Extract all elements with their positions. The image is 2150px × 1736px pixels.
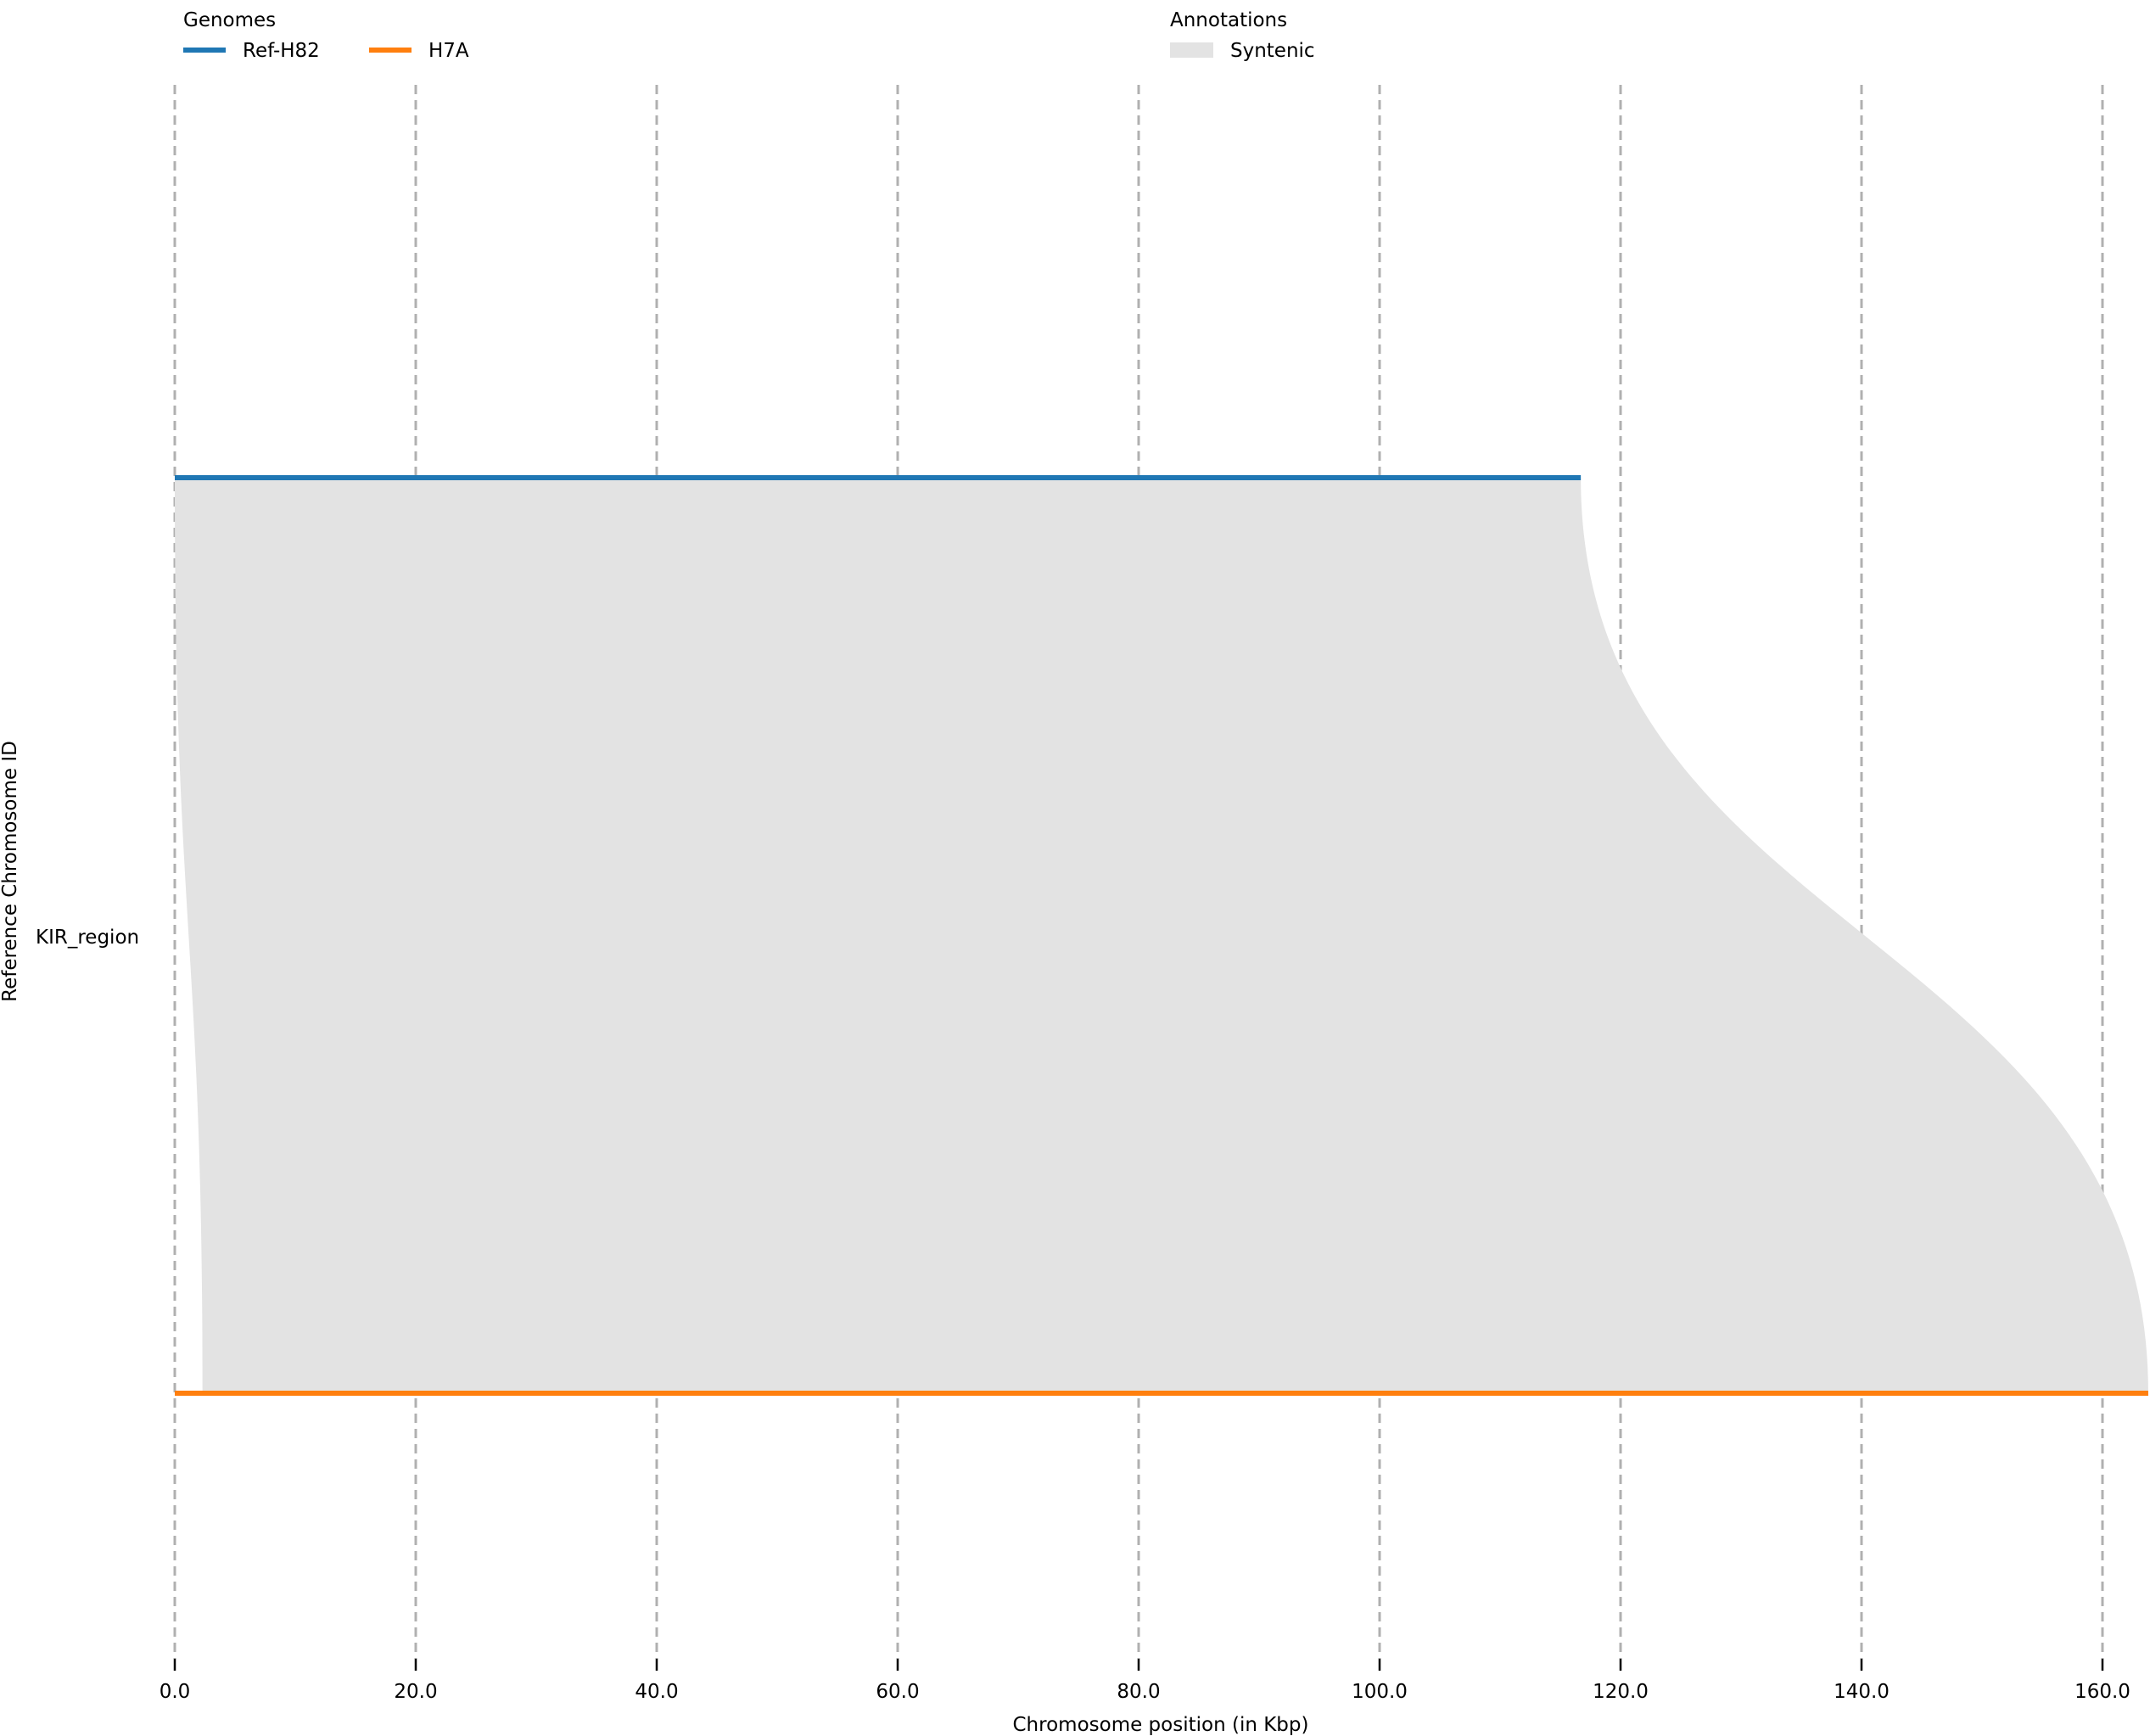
genome-lines — [175, 475, 2148, 1396]
x-axis-label: Chromosome position (in Kbp) — [1013, 1714, 1309, 1736]
x-tick-label: 40.0 — [635, 1681, 678, 1703]
legend-label: H7A — [428, 40, 469, 62]
x-tick-label: 120.0 — [1593, 1681, 1649, 1703]
x-tick-label: 80.0 — [1117, 1681, 1160, 1703]
legend-label: Syntenic — [1230, 40, 1315, 62]
syntenic-ribbon — [175, 478, 2148, 1393]
x-tick-label: 20.0 — [394, 1681, 437, 1703]
genomes-legend-items: Ref-H82 H7A — [183, 40, 469, 62]
annotations-legend-items: Syntenic — [1170, 40, 1315, 62]
x-tick-label: 140.0 — [1834, 1681, 1890, 1703]
x-tick-label: 160.0 — [2074, 1681, 2130, 1703]
annotations-legend: Annotations Syntenic — [1170, 9, 1315, 62]
x-tick-label: 0.0 — [160, 1681, 191, 1703]
syntenic-ribbons — [175, 478, 2148, 1393]
chromosome-label: KIR_region — [36, 927, 139, 949]
genomes-legend-title: Genomes — [183, 9, 276, 31]
y-axis-label: Reference Chromosome ID — [0, 741, 21, 1002]
legend-label: Ref-H82 — [243, 40, 320, 62]
x-tick-label: 60.0 — [876, 1681, 919, 1703]
genomes-legend: Genomes Ref-H82 H7A — [183, 9, 469, 62]
x-tick-label: 100.0 — [1352, 1681, 1408, 1703]
x-axis: 0.0 20.0 40.0 60.0 80.0 100.0 120.0 140.0 160.0 — [160, 1659, 2130, 1703]
legend-swatch — [1170, 42, 1213, 58]
annotations-legend-title: Annotations — [1170, 9, 1287, 31]
